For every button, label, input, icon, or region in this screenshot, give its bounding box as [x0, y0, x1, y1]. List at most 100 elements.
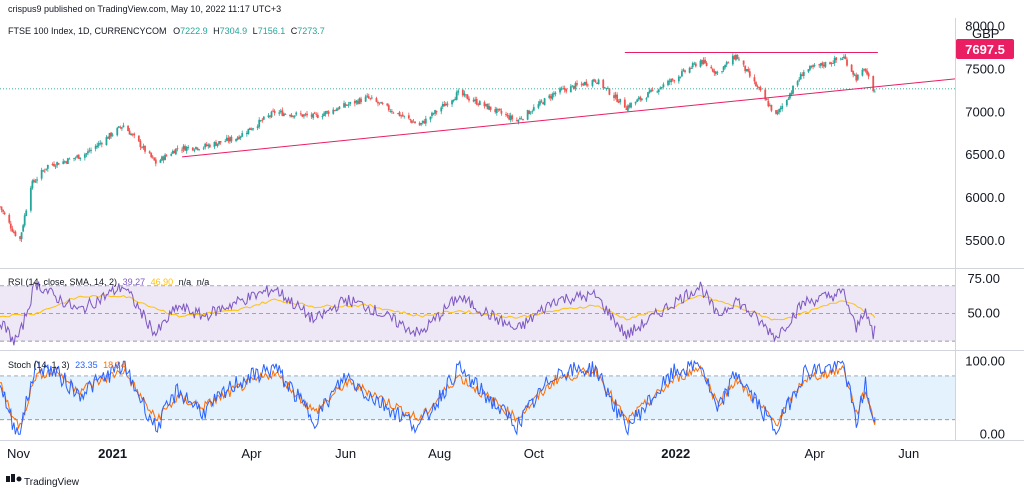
candle-body [693, 63, 696, 65]
candle [451, 99, 453, 108]
candle-body [744, 65, 747, 72]
candle-body [532, 107, 535, 111]
candle [702, 57, 705, 65]
candle-body [53, 163, 55, 167]
candle [454, 96, 457, 101]
candle [8, 213, 11, 225]
rsi-axis[interactable]: 75.00 50.00 [967, 271, 1000, 321]
candle-body [668, 80, 671, 82]
price-axis[interactable]: 8000.0 7500.0 7000.0 6500.0 6000.0 5500.0 [965, 19, 1005, 248]
candle-body [137, 135, 140, 142]
stoch-series [0, 359, 876, 436]
candle-body [721, 71, 723, 73]
candle [278, 109, 281, 116]
candle-body [694, 63, 697, 67]
candle [353, 99, 356, 107]
candle-body [154, 159, 157, 164]
candle-body [821, 62, 824, 66]
candle-body [787, 98, 790, 100]
candle-body [364, 96, 367, 102]
candle [742, 60, 745, 67]
candle [153, 157, 156, 161]
candle [284, 113, 287, 115]
candle [235, 138, 237, 143]
candle-body [779, 107, 782, 110]
candle-body [563, 88, 566, 90]
candle-body [241, 133, 244, 137]
candle [498, 108, 501, 112]
candle-body [239, 136, 242, 138]
candle [839, 57, 842, 61]
candle-body [219, 141, 222, 143]
candle [347, 101, 350, 108]
candle [701, 59, 703, 66]
candle-body [818, 64, 821, 66]
stoch-axis[interactable]: 100.00 0.00 [965, 353, 1005, 441]
candle [716, 70, 719, 75]
candle-body [799, 73, 802, 80]
candle-body [537, 104, 540, 108]
stoch-legend[interactable]: Stoch (14, 1, 3) 23.35 18.24 [8, 360, 126, 370]
candle [477, 102, 480, 107]
candle [846, 57, 848, 67]
candle [207, 143, 210, 149]
candle [586, 83, 589, 88]
candle-body [205, 144, 208, 146]
candle [360, 96, 362, 105]
candle-body [645, 98, 648, 100]
candle-body [565, 89, 568, 92]
support-trend-line[interactable] [182, 78, 956, 158]
candle [434, 109, 436, 116]
candle [22, 223, 25, 233]
candle-body [386, 103, 389, 106]
candle [196, 147, 199, 151]
candle [711, 67, 714, 73]
price-pane-background [0, 18, 955, 268]
candle [45, 168, 48, 171]
time-axis[interactable]: Nov 2021 Apr Jun Aug Oct 2022 Apr Jun [7, 446, 919, 461]
rsi-pane[interactable] [0, 281, 955, 346]
candle-body [228, 137, 231, 142]
candle-body [202, 147, 205, 149]
candle-body [208, 144, 211, 148]
tradingview-brand[interactable]: TradingView [6, 474, 80, 488]
candle-body [165, 155, 168, 157]
price-pane[interactable] [0, 18, 956, 268]
stoch-pane[interactable] [0, 359, 955, 436]
candle [745, 68, 748, 72]
stoch-d-line [0, 364, 876, 430]
candle-body [699, 60, 702, 67]
candle-body [495, 108, 498, 113]
candle [529, 110, 532, 115]
candle-body [353, 101, 356, 104]
candle [725, 60, 728, 68]
candle-body [358, 98, 361, 104]
rsi-legend[interactable]: RSI (14, close, SMA, 14, 2) 39.27 46.90 … [8, 277, 209, 287]
candle [603, 86, 606, 89]
candle [33, 178, 35, 184]
candle-body [531, 111, 534, 113]
candle [753, 74, 756, 85]
candle [370, 95, 373, 100]
candle-body [323, 113, 325, 116]
candle-body [252, 128, 254, 130]
candle-body [551, 93, 554, 100]
candle [386, 103, 389, 107]
candle [548, 93, 551, 100]
candle-body [389, 111, 392, 112]
candle [478, 100, 481, 106]
candle [767, 98, 770, 108]
candle-body [230, 136, 233, 142]
candle [227, 135, 230, 144]
candle-body [627, 105, 629, 111]
candle-body [360, 98, 362, 103]
rsi-legend-label: RSI (14, close, SMA, 14, 2) [8, 277, 117, 287]
candle [238, 134, 241, 140]
symbol-legend[interactable]: FTSE 100 Index, 1D, CURRENCYCOM O7222.9 … [8, 26, 325, 36]
candle-body [181, 149, 183, 151]
candle-body [411, 120, 413, 123]
candle [173, 149, 176, 154]
candle [9, 220, 12, 232]
candle [724, 64, 727, 70]
candle [583, 81, 586, 86]
